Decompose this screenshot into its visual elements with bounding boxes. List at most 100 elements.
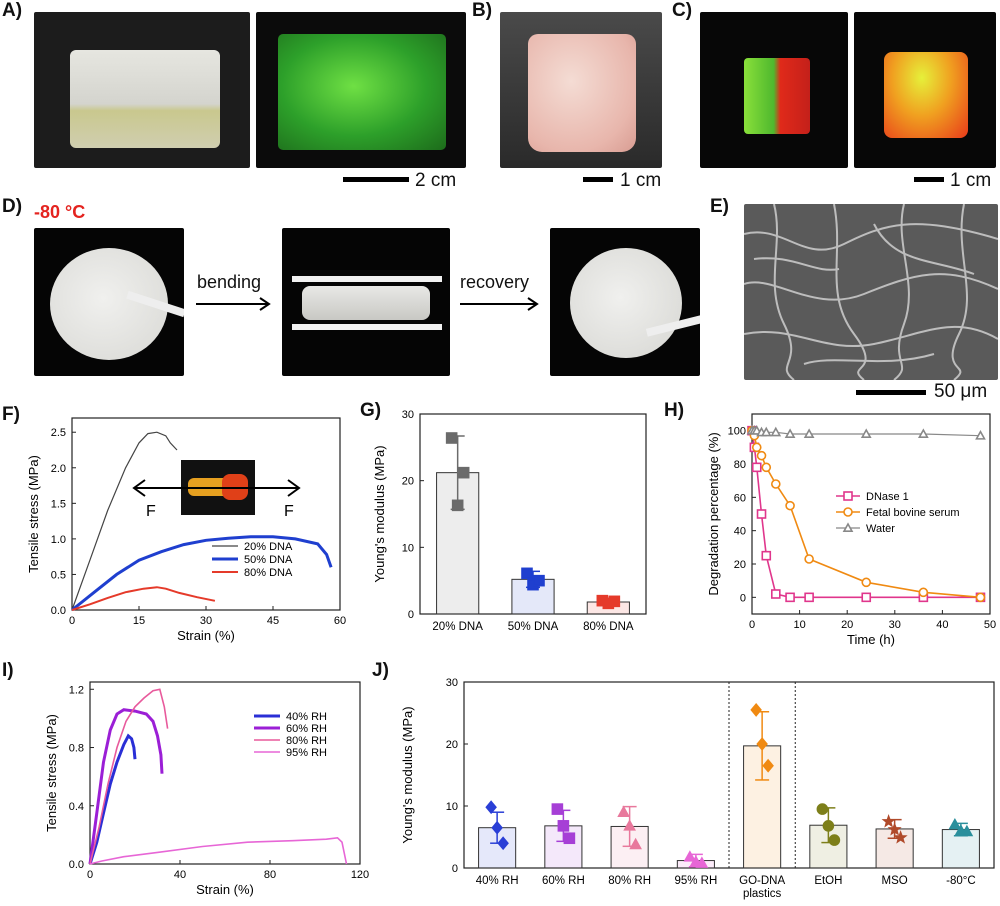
temperature-label: -80 °C: [34, 202, 86, 222]
data-point: [451, 499, 464, 512]
legend-entry: Fetal bovine serum: [866, 507, 960, 519]
x-tick-label: 0: [749, 619, 755, 631]
data-point: [629, 837, 642, 850]
x-tick-label: 120: [351, 869, 369, 881]
x-tick-label: 45: [267, 615, 279, 627]
series-line-40-rh: [88, 733, 137, 865]
legend-entry: 80% DNA: [244, 567, 293, 579]
y-tick-label: 80: [734, 459, 746, 471]
y-tick-label: 0: [452, 863, 458, 875]
chart-g: 0 10 20 30 Young's modulus (MPa) 20% DNA 50% D…: [372, 409, 647, 633]
legend-entry: 40% RH: [286, 711, 327, 723]
data-point: [771, 589, 781, 599]
x-category-label: EtOH: [814, 875, 842, 887]
scalebar-a: [343, 177, 409, 182]
y-tick-label: 0.0: [69, 859, 84, 871]
data-point: [457, 466, 470, 479]
data-point: [563, 832, 576, 845]
data-point: [557, 820, 570, 832]
y-tick-label: 10: [402, 542, 414, 554]
data-point: [695, 856, 709, 868]
data-point: [975, 430, 986, 440]
photo-fluorescent-cube-1: [700, 12, 848, 168]
x-tick-label: 50: [984, 619, 996, 631]
x-category-label: 50% DNA: [508, 621, 559, 633]
legend-entry: DNase 1: [866, 491, 909, 503]
legend-entry: 80% RH: [286, 735, 327, 747]
data-point: [784, 428, 796, 439]
x-category-label: 95% RH: [674, 875, 717, 887]
data-point: [760, 426, 772, 437]
panel-label-g: G): [360, 400, 382, 421]
data-point: [804, 592, 814, 603]
series-line-50-dna: [71, 535, 333, 612]
y-tick-label: 2.5: [51, 427, 66, 439]
panel-label-e: E): [710, 196, 729, 217]
y-tick-label: 0.5: [51, 569, 66, 581]
panel-label-h: H): [664, 400, 685, 421]
series-line-80-rh: [89, 688, 169, 865]
chart-h: 0 20 40 60 80 100 0 10 20 30 40 50 Time (h) Degradati…: [706, 413, 996, 647]
x-category-label: plastics: [743, 888, 782, 900]
y-tick-label: 0: [740, 592, 746, 604]
panel-label-j: J): [372, 660, 389, 681]
y-tick-label: 30: [402, 409, 414, 421]
legend-marker: [843, 491, 853, 501]
x-tick-label: 0: [87, 869, 93, 881]
y-axis-label: Tensile stress (MPa): [26, 455, 41, 573]
y-axis-label: Young's modulus (MPa): [372, 445, 387, 582]
data-point: [803, 428, 815, 439]
x-tick-label: 10: [793, 619, 805, 631]
legend-marker: [843, 507, 853, 517]
arrow-right-icon: [287, 479, 301, 497]
panel-label-i: I): [2, 660, 14, 681]
data-point: [918, 428, 929, 439]
panel-label-b: B): [472, 0, 493, 21]
y-axis-label: Degradation percentage (%): [706, 432, 721, 595]
x-category-label: GO-DNA: [739, 875, 785, 887]
data-point: [497, 836, 509, 851]
plot-frame: [751, 413, 991, 615]
legend-entry: 50% DNA: [244, 554, 293, 566]
data-point: [822, 820, 835, 832]
data-point: [761, 462, 772, 473]
data-point: [785, 500, 795, 511]
y-tick-label: 10: [446, 801, 458, 813]
legend-entry: 60% RH: [286, 723, 327, 735]
y-tick-label: 1.2: [69, 684, 84, 696]
y-tick-label: 0.8: [69, 743, 84, 755]
data-point: [521, 567, 533, 580]
x-tick-label: 30: [200, 615, 212, 627]
data-point: [608, 595, 621, 608]
y-tick-label: 20: [446, 739, 458, 751]
data-point: [762, 758, 774, 773]
legend-entry: 20% DNA: [244, 541, 293, 553]
data-point: [804, 554, 814, 564]
x-tick-label: 40: [174, 869, 186, 881]
data-point: [751, 462, 762, 473]
y-tick-label: 40: [734, 526, 746, 538]
data-point: [861, 592, 872, 603]
scalebar-e-label: 50 μm: [934, 381, 988, 402]
y-tick-label: 20: [734, 559, 746, 571]
data-point: [485, 800, 497, 815]
data-point: [861, 577, 872, 588]
series-line-80-dna: [71, 586, 216, 611]
data-point: [551, 803, 564, 815]
data-point: [445, 432, 458, 444]
y-axis-label: Tensile stress (MPa): [44, 714, 59, 832]
data-point: [887, 822, 902, 836]
panel-label-d: D): [2, 196, 23, 217]
x-category-label: 80% RH: [608, 875, 651, 887]
y-tick-label: 1.5: [51, 498, 66, 510]
data-point: [617, 805, 630, 817]
series-line-20-dna: [71, 431, 178, 611]
data-point: [750, 702, 762, 717]
scalebar-c: [914, 177, 944, 182]
y-tick-label: 30: [446, 677, 458, 689]
data-point: [975, 592, 986, 603]
series-line-95-rh: [89, 836, 348, 865]
x-category-label: -80°C: [946, 875, 976, 887]
data-point: [623, 819, 636, 831]
data-point: [785, 592, 795, 603]
